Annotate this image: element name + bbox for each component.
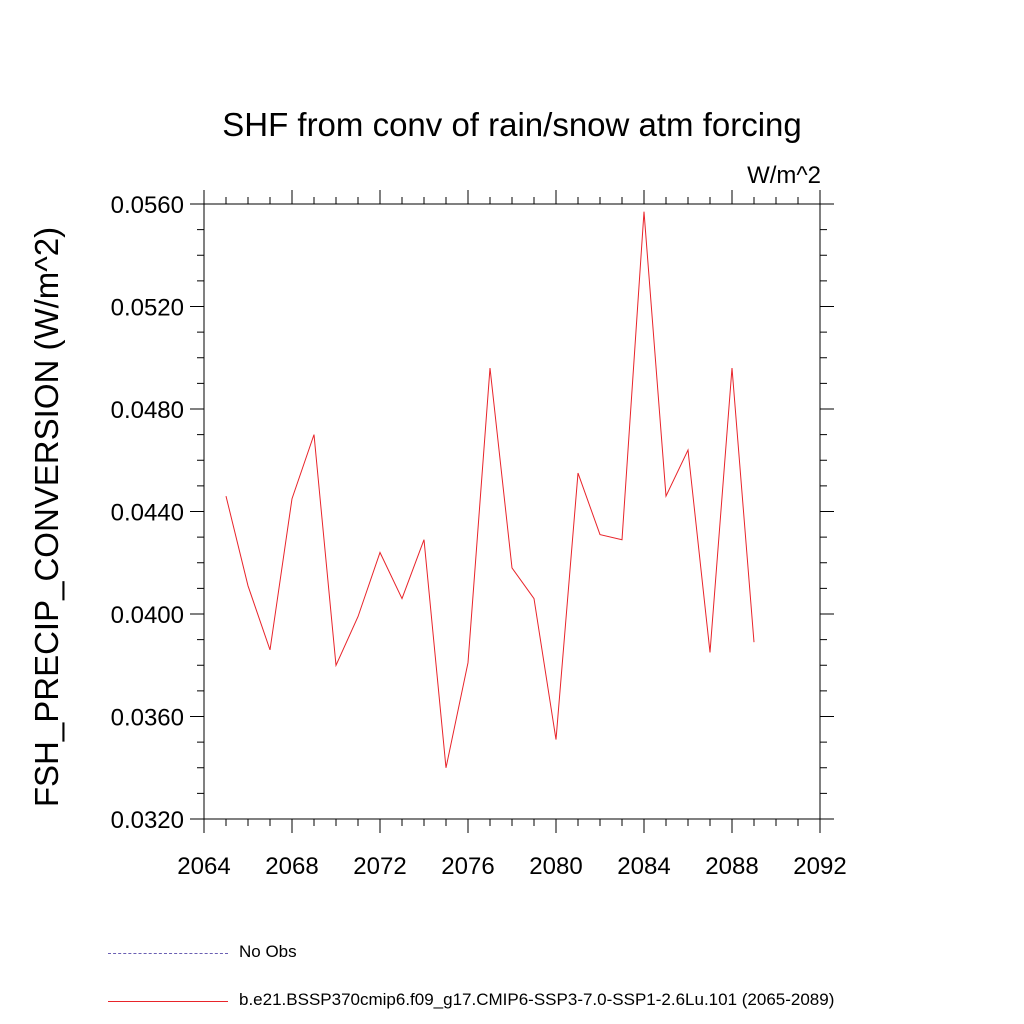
legend-label: No Obs [239, 942, 297, 961]
x-tick-label: 2068 [265, 853, 318, 880]
x-tick-label: 2076 [441, 853, 494, 880]
y-tick-label: 0.0480 [111, 397, 184, 424]
x-tick-label: 2092 [793, 853, 846, 880]
y-tick-label: 0.0440 [111, 500, 184, 527]
y-tick-label: 0.0400 [111, 602, 184, 629]
legend-swatch-solid [108, 1001, 228, 1002]
x-tick-label: 2084 [617, 853, 670, 880]
x-tick-label: 2072 [353, 853, 406, 880]
legend-item-series: b.e21.BSSP370cmip6.f09_g17.CMIP6-SSP3-7.… [0, 986, 1024, 1016]
units-label: W/m^2 [747, 162, 821, 189]
legend-swatch-dashed [108, 953, 228, 954]
y-tick-label: 0.0360 [111, 705, 184, 732]
x-tick-label: 2088 [705, 853, 758, 880]
x-tick-label: 2080 [529, 853, 582, 880]
y-tick-label: 0.0560 [111, 192, 184, 219]
plot-frame [203, 203, 821, 820]
chart-title: SHF from conv of rain/snow atm forcing [222, 106, 802, 143]
y-tick-label: 0.0320 [111, 807, 184, 834]
legend-label: b.e21.BSSP370cmip6.f09_g17.CMIP6-SSP3-7.… [239, 990, 835, 1009]
x-tick-label: 2064 [177, 853, 230, 880]
series-line [225, 211, 755, 768]
legend-item-no-obs: No Obs [0, 938, 1024, 968]
y-tick-label: 0.0520 [111, 295, 184, 322]
